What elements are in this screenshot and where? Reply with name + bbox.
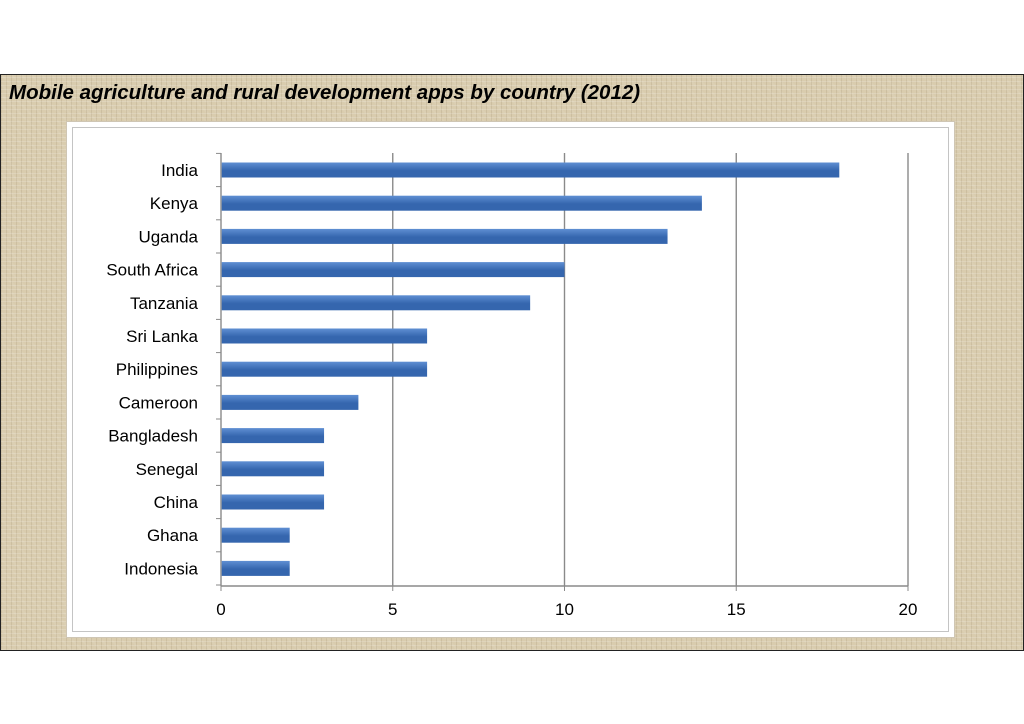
bar-south-africa (221, 262, 565, 278)
bar-india (221, 162, 840, 178)
bar-philippines (221, 361, 428, 377)
category-label: Bangladesh (108, 427, 198, 446)
bar-cameroon (221, 394, 359, 410)
x-tick-label: 20 (899, 600, 918, 619)
bar-sri-lanka (221, 328, 428, 344)
bar-indonesia (221, 560, 290, 576)
x-tick-label: 5 (388, 600, 397, 619)
gridlines (392, 153, 909, 586)
category-label: Tanzania (130, 294, 199, 313)
x-tick-label: 15 (727, 600, 746, 619)
bar-tanzania (221, 295, 531, 311)
x-tick-label: 10 (555, 600, 574, 619)
slide-title: Mobile agriculture and rural development… (9, 81, 641, 104)
category-label: Cameroon (119, 393, 198, 412)
bars (221, 162, 840, 576)
category-label: South Africa (106, 261, 198, 280)
bar-bangladesh (221, 428, 325, 444)
bar-kenya (221, 195, 702, 211)
category-label: Senegal (136, 460, 198, 479)
chart-inner-border (72, 127, 949, 632)
category-labels: India Kenya Uganda South Africa Tanzania Sri … (106, 161, 198, 578)
category-label: Uganda (138, 227, 198, 246)
x-tick-labels: 0 5 10 15 20 (216, 600, 917, 619)
axes (216, 152, 909, 591)
bar-ghana (221, 527, 290, 543)
category-label: Kenya (150, 194, 199, 213)
x-tick-label: 0 (216, 600, 225, 619)
bar-senegal (221, 461, 325, 477)
category-label: Indonesia (124, 559, 198, 578)
category-label: Sri Lanka (126, 327, 198, 346)
category-label: India (161, 161, 198, 180)
category-label: Ghana (147, 526, 199, 545)
category-label: Philippines (116, 360, 198, 379)
bar-china (221, 494, 325, 510)
category-label: China (154, 493, 199, 512)
bar-uganda (221, 228, 668, 244)
